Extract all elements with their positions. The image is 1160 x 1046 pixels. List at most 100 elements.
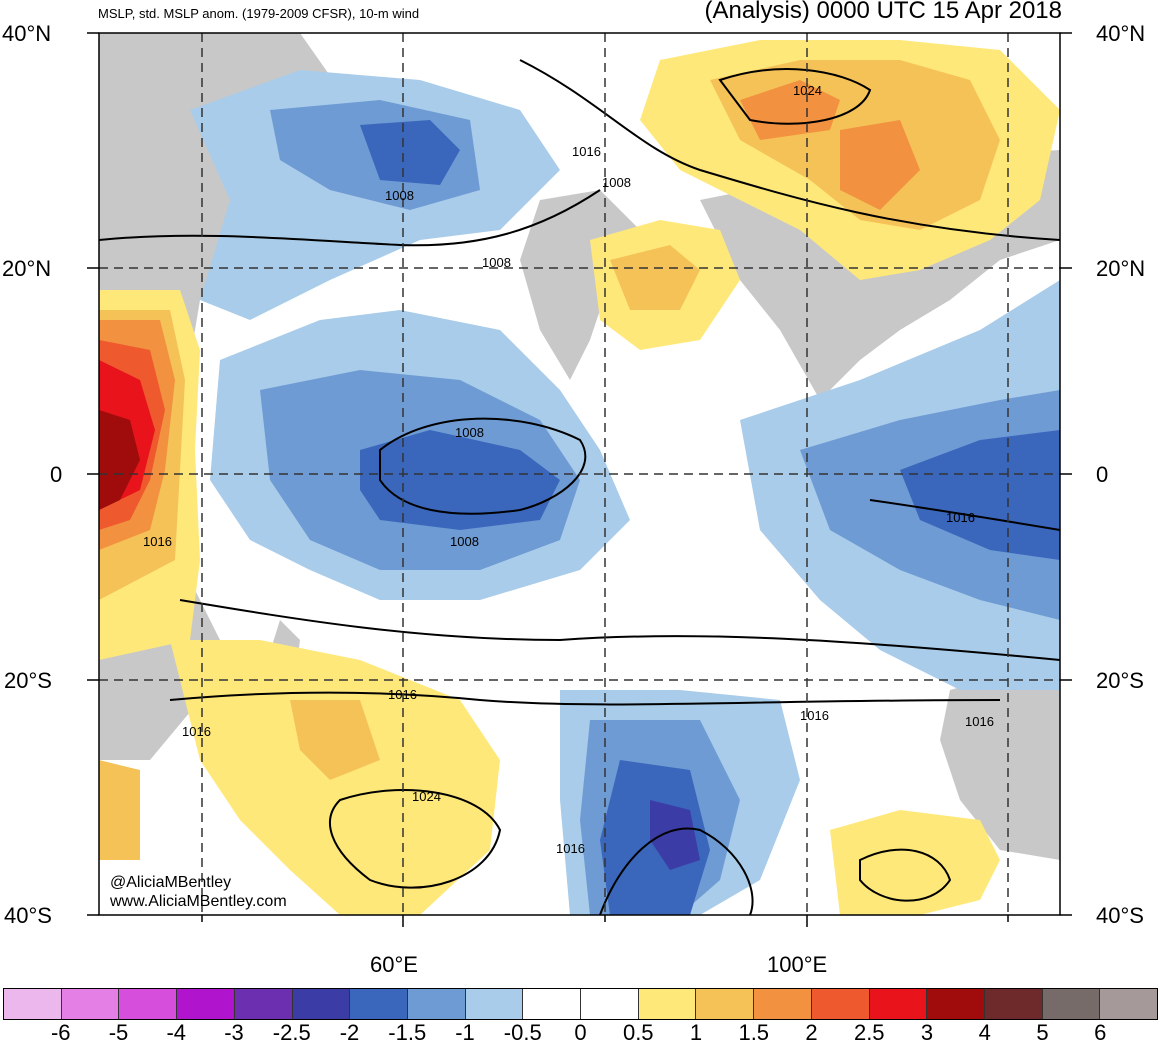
- gridlines: [99, 33, 1060, 915]
- contour-label: 1008: [450, 534, 479, 549]
- map-panel: 1024 1016 1008 1008 1008 1008 1008 1016 …: [87, 32, 1072, 927]
- contour-label: 1024: [412, 789, 441, 804]
- pos-anomaly-south-east: [830, 810, 1000, 915]
- contour-label: 1016: [388, 687, 417, 702]
- credit-text: @AliciaMBentley www.AliciaMBentley.com: [110, 873, 287, 911]
- colorbar-swatch: [869, 989, 928, 1019]
- contour-label: 1016: [946, 510, 975, 525]
- land-australia: [940, 660, 1060, 860]
- colorbar-swatch: [350, 989, 408, 1019]
- colorbar-label: 2.5: [853, 1020, 885, 1045]
- lat-label-left: 20°S: [4, 668, 52, 693]
- colorbar-label: -3: [224, 1020, 244, 1045]
- neg-anomaly-south-4: [650, 800, 700, 870]
- colorbar-swatch: [234, 989, 293, 1019]
- tick-marks: [87, 32, 1072, 927]
- contour-label: 1016: [182, 724, 211, 739]
- isobar-1024-southeast: [859, 848, 952, 902]
- colorbar-swatch: [61, 989, 120, 1019]
- colorbar-label: 5: [1036, 1020, 1049, 1045]
- contour-label: 1008: [602, 175, 631, 190]
- contour-label: 1016: [143, 534, 172, 549]
- colorbar-swatch: [638, 989, 697, 1019]
- neg-anomaly-central-3: [360, 430, 560, 530]
- isobar-1016-south: [179, 599, 1060, 661]
- colorbar-labels: -6 -5 -4 -3 -2.5 -2 -1.5 -1 -0.5 0 0.5 1 1.5 2 2.5 3 4 5 6: [0, 1020, 1160, 1045]
- credit-url: www.AliciaMBentley.com: [110, 893, 287, 910]
- contour-label: 1016: [556, 841, 585, 856]
- isobar-1024-south: [329, 789, 502, 889]
- colorbar-label: -6: [50, 1020, 71, 1045]
- isobar-1024-north: [718, 68, 872, 125]
- lat-label-left: 0: [50, 462, 63, 487]
- colorbar-label: 2: [805, 1020, 818, 1045]
- colorbar-label: -0.5: [503, 1020, 542, 1045]
- colorbar-label: 0.5: [622, 1020, 654, 1045]
- contour-label: 1008: [455, 425, 484, 440]
- lat-label-right: 20°S: [1096, 668, 1144, 693]
- colorbar-swatch: [177, 989, 235, 1019]
- colorbar-label: -2: [339, 1020, 360, 1045]
- pos-anomaly-india-2: [610, 245, 700, 310]
- colorbar-swatch: [4, 989, 62, 1019]
- lat-label-left: 20°N: [2, 256, 52, 281]
- colorbar-label: -1.5: [388, 1020, 427, 1045]
- colorbar: [3, 988, 1158, 1020]
- isobar-1008-north: [99, 189, 601, 247]
- plot-title-right: (Analysis) 0000 UTC 15 Apr 2018: [704, 0, 1062, 24]
- lon-label: 60°E: [370, 952, 418, 977]
- colorbar-swatch: [119, 989, 178, 1019]
- colorbar-label: 1: [689, 1020, 703, 1045]
- contour-label: 1016: [572, 144, 601, 159]
- colorbar-label: 6: [1094, 1020, 1107, 1045]
- credit-handle: @AliciaMBentley: [110, 874, 232, 891]
- colorbar-label: 4: [978, 1020, 991, 1045]
- contour-label-group: 1024 1016 1008 1008 1008 1008 1008 1016 …: [143, 83, 975, 856]
- pos-anomaly-south-west-2: [290, 700, 380, 780]
- lat-label-right: 40°S: [1096, 903, 1144, 928]
- colorbar-swatch: [811, 989, 870, 1019]
- contour-label: 1008: [482, 255, 511, 270]
- contour-label: 1008: [385, 188, 414, 203]
- colorbar-swatch: [927, 989, 985, 1019]
- colorbar-swatch: [465, 989, 524, 1019]
- lat-label-right: 0: [1096, 462, 1109, 487]
- pos-anomaly-africa-6: [99, 410, 140, 510]
- colorbar-label: 1.5: [738, 1020, 770, 1045]
- colorbar-label: -4: [166, 1020, 187, 1045]
- neg-anomaly-arabian-3: [360, 120, 460, 185]
- lat-label-right: 20°N: [1096, 256, 1146, 281]
- pos-anomaly-china-3: [740, 80, 840, 140]
- contour-label: 1016: [800, 708, 829, 723]
- colorbar-label: -2.5: [272, 1020, 311, 1045]
- contour-label: 1016: [965, 714, 994, 729]
- colorbar-label: -1: [455, 1020, 475, 1045]
- isobar-1016-north: [519, 59, 1060, 241]
- colorbar-swatch: [696, 989, 755, 1019]
- contour-label: 1024: [793, 83, 822, 98]
- lon-label: 100°E: [767, 952, 828, 977]
- colorbar-swatch: [1100, 989, 1158, 1019]
- neg-anomaly-east-3: [900, 430, 1060, 560]
- lat-label-left: 40°S: [4, 903, 52, 928]
- colorbar-swatch: [984, 989, 1043, 1019]
- colorbar-swatch: [754, 989, 812, 1019]
- isobar-1008-east: [869, 499, 1060, 531]
- colorbar-swatch: [407, 989, 466, 1019]
- pos-anomaly-china-4: [840, 120, 920, 210]
- isobar-low-south: [599, 827, 754, 915]
- colorbar-swatch: [292, 989, 351, 1019]
- pos-anomaly-southwest-corner: [99, 760, 140, 860]
- colorbar-swatch: [581, 989, 639, 1019]
- lat-label-right: 40°N: [1096, 21, 1146, 46]
- colorbar-label: 0: [574, 1020, 587, 1045]
- isobar-contours: [99, 59, 1060, 915]
- colorbar-swatch: [1042, 989, 1101, 1019]
- colorbar-swatch: [523, 989, 582, 1019]
- colorbar-label: 3: [920, 1020, 934, 1045]
- plot-title-left: MSLP, std. MSLP anom. (1979-2009 CFSR), …: [98, 6, 420, 21]
- colorbar-label: -5: [108, 1020, 129, 1045]
- isobar-1016-south-2: [169, 691, 1001, 706]
- lat-label-left: 40°N: [2, 21, 52, 46]
- isobar-1008-central: [379, 417, 587, 515]
